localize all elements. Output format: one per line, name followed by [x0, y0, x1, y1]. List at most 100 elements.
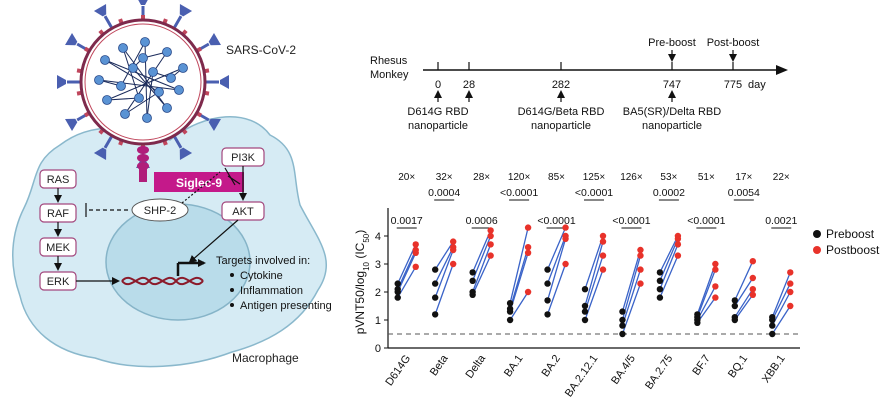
rna-strand [106, 97, 140, 101]
postboost-point [562, 235, 569, 242]
rna-strand [122, 47, 168, 109]
preboost-point [731, 297, 739, 304]
pair-line [696, 269, 716, 318]
preboost-point [506, 316, 514, 324]
dna-helix [121, 259, 206, 286]
sampling-label: Pre-boost [648, 37, 696, 49]
x-tick-label: Beta [428, 352, 451, 378]
postboost-point [599, 232, 607, 240]
neutralization-chart: 0 1 2 3 4 pVNT50/log10 (IC50) D614G 20× 0.0017 Be… [353, 172, 880, 399]
siglec9-label: Siglec-9 [176, 176, 222, 190]
postboost-point [712, 283, 719, 290]
postboost-point [712, 260, 719, 268]
viral-envelope-inner [84, 23, 202, 141]
postboost-point [599, 238, 607, 245]
nucleocapsid-protein [116, 81, 126, 91]
postboost-point [787, 269, 794, 276]
postboost-point [712, 266, 719, 273]
fold-change-label: 20× [398, 172, 415, 183]
x-tick-label: BF.7 [690, 353, 712, 378]
pair-line [621, 255, 642, 321]
timeline-subject-line1: Rhesus [370, 55, 408, 67]
pair-line [546, 235, 567, 284]
fold-change-label: 51× [698, 172, 715, 183]
pair-line [434, 263, 454, 315]
shp2-label: SHP-2 [144, 205, 176, 217]
pair-line [696, 297, 716, 324]
nucleocapsid-protein [100, 55, 110, 65]
rna-strand [104, 59, 180, 91]
postboost-point [487, 252, 494, 259]
postboost-point [749, 286, 757, 293]
preboost-point [544, 280, 551, 287]
spike-protein-icon [220, 75, 229, 89]
x-tick-label: BA.2.12.1 [563, 353, 601, 399]
spike-protein-icon [65, 32, 78, 46]
postboost-point [524, 244, 532, 251]
timeline-subject-line2: Monkey [370, 69, 409, 81]
pair-line [472, 255, 492, 296]
rna-strand [98, 79, 180, 91]
pair-line [584, 235, 604, 290]
x-tick-label: BQ.1 [726, 353, 750, 380]
spike-protein-icon [65, 118, 78, 132]
preboost-point [769, 322, 776, 329]
preboost-point [431, 311, 439, 318]
postboost-point [487, 241, 494, 248]
pathway-arrows [54, 166, 247, 285]
nucleocapsid-protein [162, 103, 172, 113]
legend-marker [813, 246, 821, 254]
preboost-point [394, 294, 401, 301]
postboost-point [674, 235, 682, 242]
preboost-point [769, 316, 776, 324]
p-value-label: 0.0002 [653, 187, 685, 199]
akt-node [221, 201, 265, 221]
nucleocapsid-protein [140, 37, 150, 47]
fold-change-label: 126× [620, 172, 643, 183]
pair-line [696, 263, 716, 315]
y-tick-label: 0 [375, 343, 381, 355]
rna-strand [124, 91, 160, 115]
nucleocapsid-protein [166, 73, 176, 83]
preboost-point [431, 280, 439, 287]
p-value-label: <0.0001 [575, 187, 613, 199]
preboost-point [619, 308, 626, 315]
postboost-point [787, 280, 794, 287]
p-value-label: <0.0001 [500, 187, 538, 199]
timeline-arrowhead [776, 65, 788, 75]
timeline: Rhesus Monkey day [370, 55, 788, 91]
shp2-node [131, 198, 189, 222]
nucleocapsid-protein [142, 113, 152, 123]
preboost-point [656, 286, 664, 293]
preboost-point [431, 294, 439, 301]
postboost-point [637, 266, 644, 273]
pair-line [397, 252, 417, 293]
postboost-point [637, 246, 644, 254]
nucleocapsid-protein [120, 109, 130, 119]
pair-line [546, 227, 567, 270]
nucleocapsid-protein [138, 53, 148, 63]
preboost-point [769, 330, 776, 338]
spike-protein-icon [93, 147, 107, 160]
injection-label: D614G RBD [407, 106, 468, 118]
timeline-tick-label: 0 [435, 79, 441, 91]
postboost-point [487, 232, 494, 240]
timeline-tick-label: 28 [463, 79, 475, 91]
legend-label: Preboost [826, 227, 875, 241]
preboost-point [469, 291, 476, 298]
fold-change-label: 85× [548, 172, 565, 183]
x-tick-label: BA.2 [539, 353, 563, 379]
sampling-label: Post-boost [707, 37, 760, 49]
p-value-label: 0.0017 [391, 215, 423, 227]
nucleocapsid-protein [102, 95, 112, 105]
postboost-point [412, 249, 419, 256]
postboost-point [787, 302, 794, 310]
preboost-point [694, 319, 701, 326]
postboost-point [562, 224, 569, 231]
postboost-point [787, 288, 794, 296]
preboost-point [656, 269, 664, 276]
postboost-point [524, 288, 532, 296]
spike-stalk [172, 15, 183, 30]
preboost-point [619, 316, 626, 324]
pair-line [659, 255, 679, 298]
